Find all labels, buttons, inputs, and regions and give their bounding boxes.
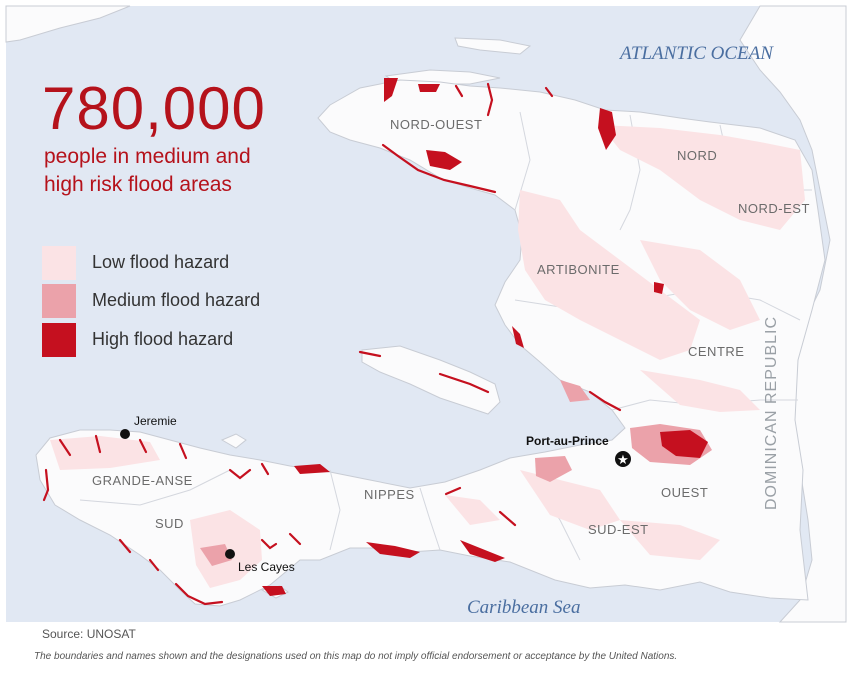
border-nippes-east	[419, 487, 441, 551]
high-river-1	[486, 82, 494, 117]
capital-marker	[615, 451, 631, 467]
high-coast-jeremie-1	[58, 438, 72, 457]
high-zone-artibonite-patch	[654, 282, 664, 294]
high-coast-jeremie-2	[94, 434, 102, 454]
high-hazard-rivers	[42, 82, 622, 606]
islet-north	[454, 37, 532, 55]
cuba-landmass	[5, 5, 131, 43]
high-coast-sud-1	[118, 538, 132, 554]
low-zone-ouest	[520, 470, 620, 530]
atlantic-ocean-label: ATLANTIC OCEAN	[620, 43, 773, 64]
high-zone-nordouest-coast	[426, 150, 462, 170]
high-coast-west-tip	[42, 468, 50, 502]
legend-label-high: High flood hazard	[92, 329, 234, 349]
high-zone-ile-a-vache	[262, 586, 286, 596]
high-coast-gonave-north	[358, 350, 382, 358]
legend-label-low: Low flood hazard	[92, 252, 230, 272]
low-zone-nord	[600, 125, 805, 230]
medium-zone-leogane	[535, 456, 572, 482]
high-river-3	[544, 86, 554, 98]
jeremie-marker	[120, 429, 130, 439]
high-zone-south-coast	[366, 542, 420, 558]
caribbean-sea-label: Caribbean Sea	[467, 597, 581, 618]
high-coast-cayes-1	[260, 538, 278, 550]
dominican-republic-label: DOMINICAN REPUBLIC	[763, 315, 780, 510]
low-zone-sud-est	[620, 520, 720, 560]
dept-ouest-label: OUEST	[661, 485, 709, 500]
low-zone-centre-south	[640, 370, 760, 412]
city-capital-label: Port-au-Prince	[526, 434, 609, 448]
high-zone-nordouest-patch	[418, 84, 440, 92]
high-zone-artibonite-coast	[512, 326, 524, 348]
headline-figure: 780,000	[42, 75, 266, 142]
legend-swatch-medium	[42, 284, 76, 318]
dept-sud-est-label: SUD-EST	[588, 522, 649, 537]
dept-nord-est-label: NORD-EST	[738, 201, 810, 216]
high-coast-jeremie-4	[178, 442, 188, 460]
border-grandeanse-sud	[79, 469, 231, 506]
dept-centre-label: CENTRE	[688, 344, 745, 359]
dept-grande-anse-label: GRANDE-ANSE	[92, 473, 193, 488]
dept-nord-ouest-label: NORD-OUEST	[390, 117, 483, 132]
high-coast-sud-2	[148, 558, 160, 572]
border-nippes-west	[329, 469, 341, 551]
legend-swatch-high	[42, 323, 76, 357]
islet-west	[220, 433, 247, 449]
low-zone-grande-anse	[50, 436, 160, 470]
dept-artibonite-label: ARTIBONITE	[537, 262, 620, 277]
high-coast-saint-marc	[588, 390, 622, 412]
legend-swatch-low	[42, 246, 76, 280]
high-zone-cul-de-sac	[660, 430, 708, 458]
dept-nippes-label: NIPPES	[364, 487, 415, 502]
low-hazard-zones	[50, 125, 805, 588]
high-zone-nord-river	[598, 108, 616, 150]
low-zone-nippes	[445, 495, 500, 525]
medium-zone-saint-marc	[560, 380, 590, 402]
high-zone-sud-east-coast	[460, 540, 505, 562]
source-credit: Source: UNOSAT	[42, 627, 136, 641]
dept-nord-label: NORD	[677, 148, 718, 163]
high-coast-cayes-2	[288, 532, 302, 546]
low-zone-artibonite	[518, 190, 700, 360]
low-zone-centre-north	[640, 240, 760, 330]
city-jeremie-label: Jeremie	[134, 414, 177, 428]
headline-line-2: high risk flood areas	[44, 173, 232, 196]
city-les-cayes-label: Les Cayes	[238, 560, 295, 574]
high-coast-north-nippes-1	[228, 468, 252, 480]
high-river-nippes-2	[444, 486, 462, 496]
medium-zone-cayes	[200, 544, 232, 566]
high-river-2	[454, 84, 464, 98]
legend-label-medium: Medium flood hazard	[92, 290, 261, 310]
la-gonave-island	[361, 345, 501, 415]
disclaimer-text: The boundaries and names shown and the d…	[34, 651, 678, 662]
high-zone-nordouest-river	[384, 78, 398, 102]
high-coast-nordouest	[381, 143, 497, 194]
high-coast-sud-tip	[174, 582, 224, 606]
les-cayes-marker	[225, 549, 235, 559]
high-coast-jeremie-3	[138, 438, 148, 454]
high-coast-north-nippes-2	[260, 462, 270, 476]
high-river-nippes	[498, 510, 517, 527]
high-coast-gonave-south	[438, 372, 490, 394]
high-hazard-zones	[262, 78, 708, 596]
dept-sud-label: SUD	[155, 516, 184, 531]
headline-line-1: people in medium and	[44, 145, 251, 168]
high-zone-nippes-coast	[294, 464, 330, 474]
capital-star-icon: ★	[617, 453, 629, 468]
